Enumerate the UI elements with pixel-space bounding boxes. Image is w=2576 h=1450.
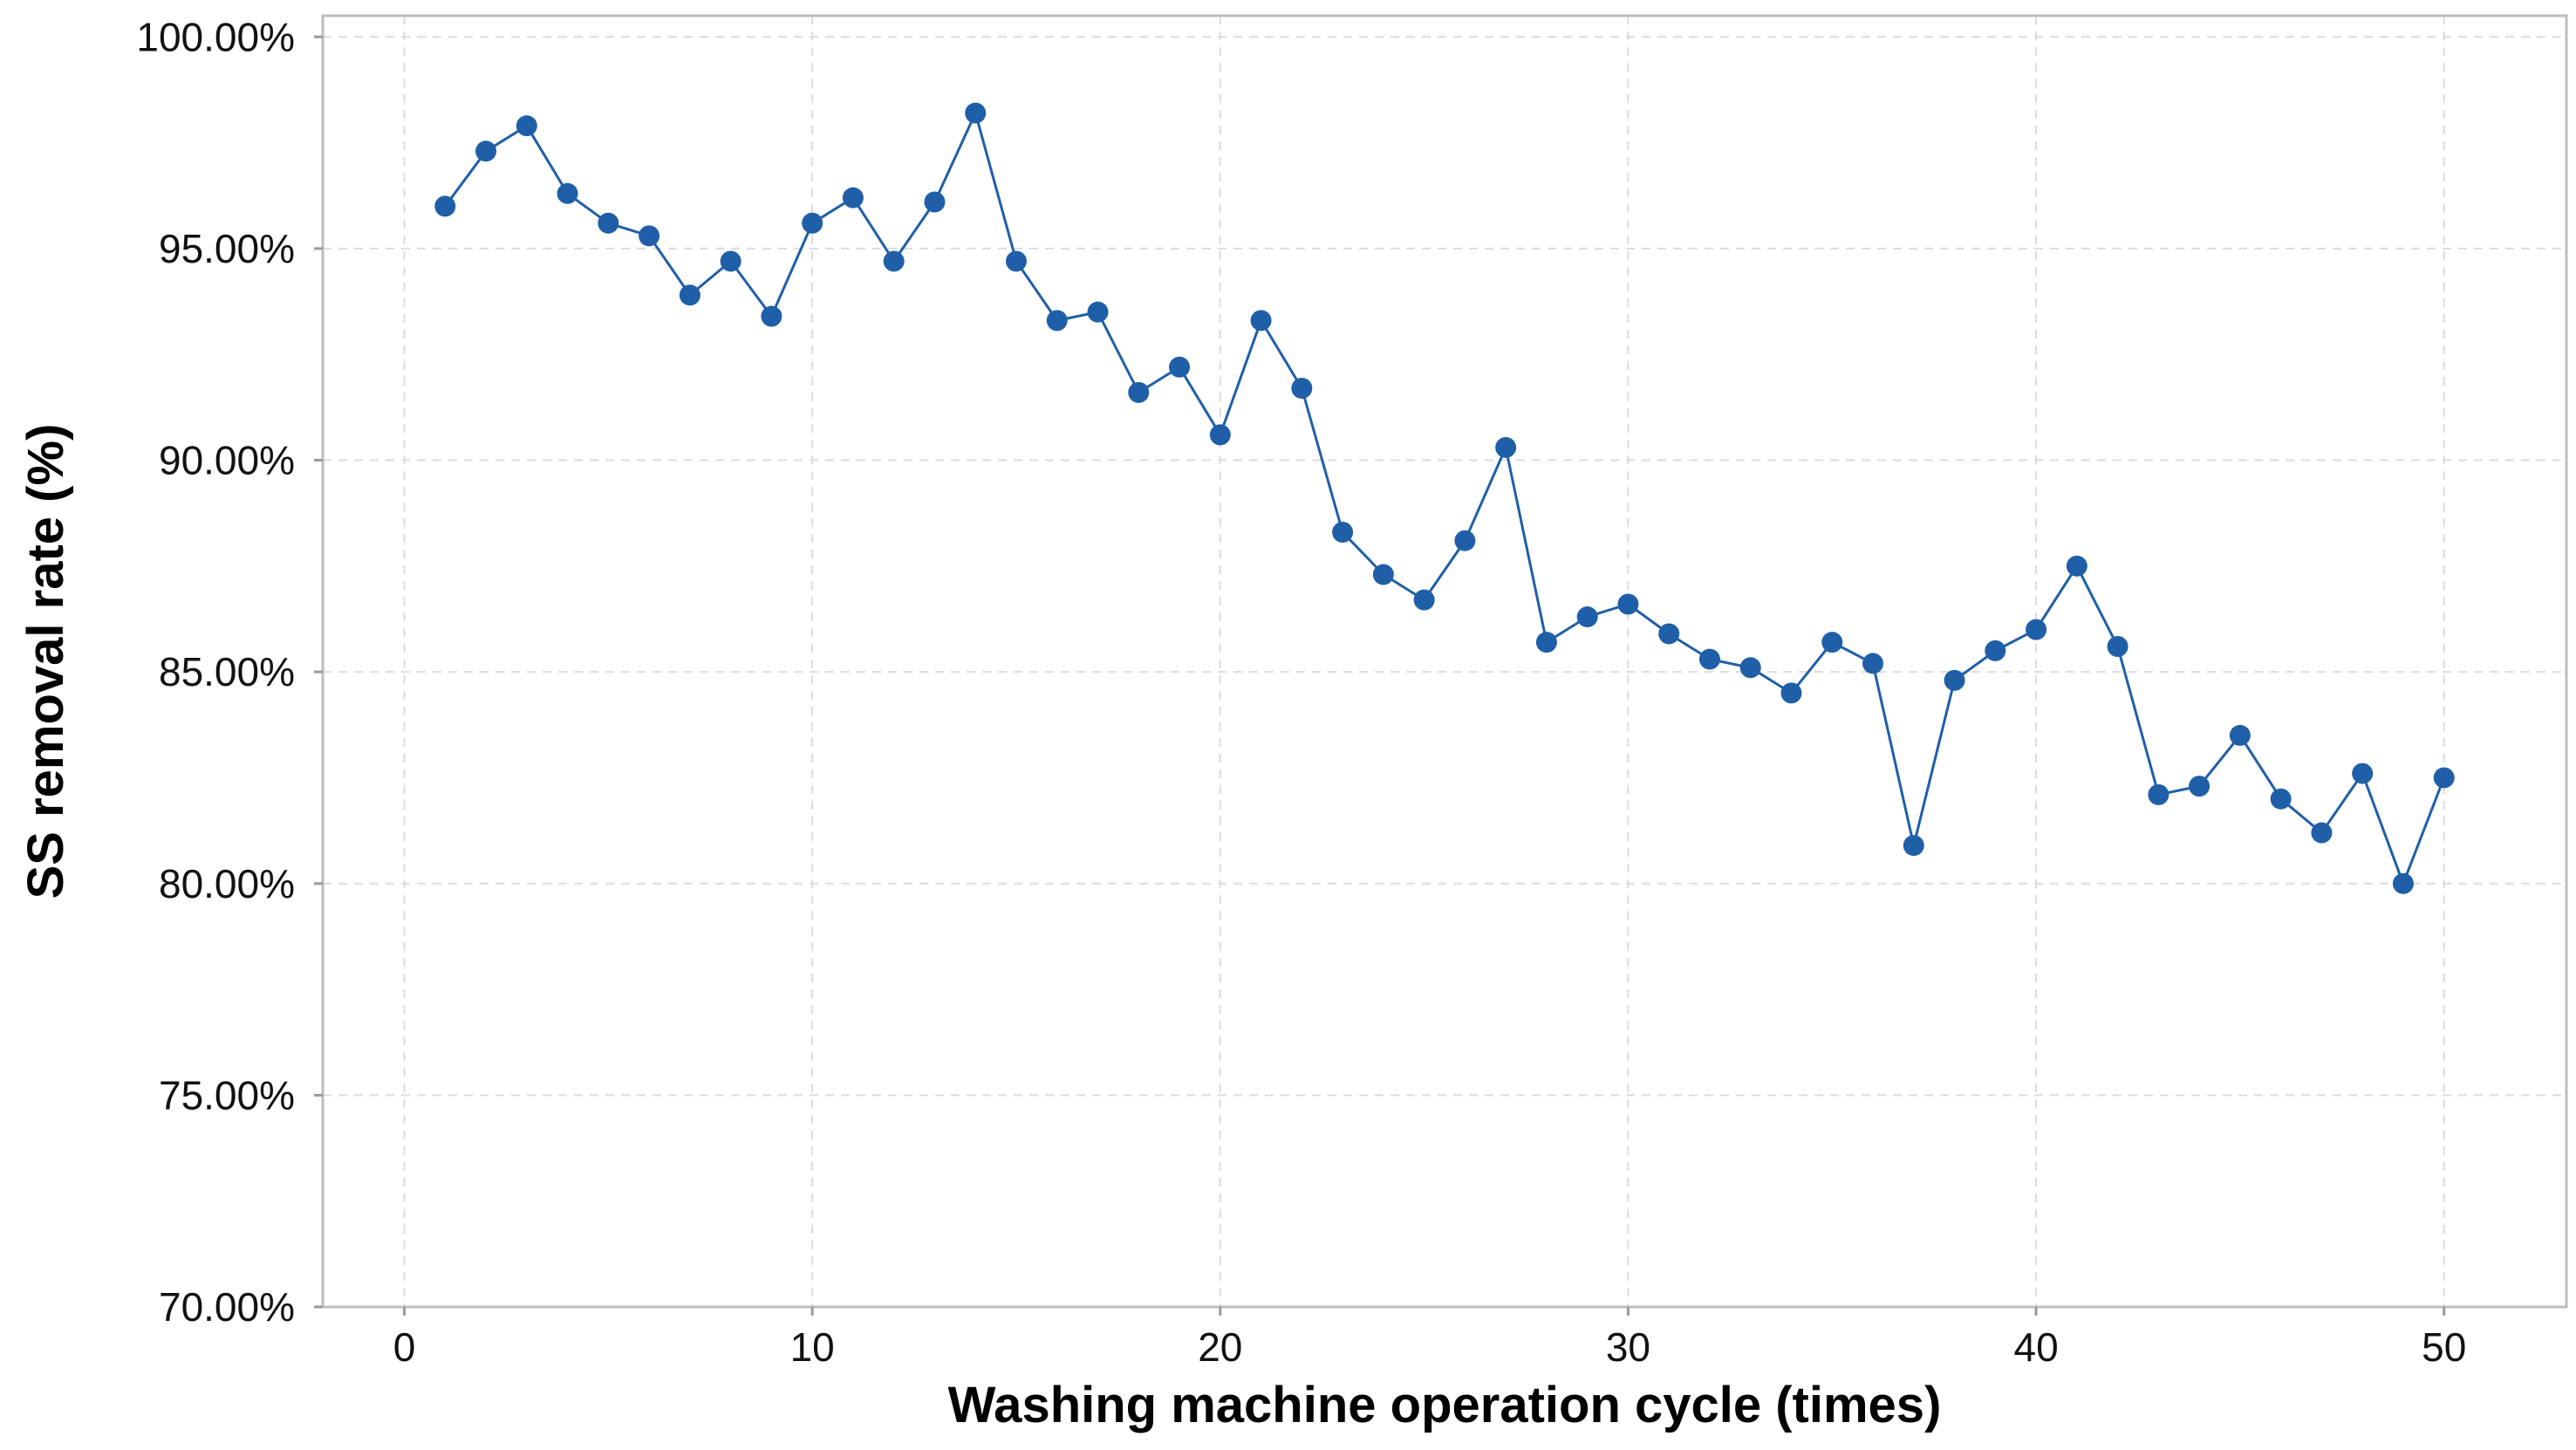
x-tick-label: 30 [1606,1324,1650,1370]
x-tick-label: 40 [2013,1324,2058,1370]
data-point [965,102,987,124]
data-point [2229,724,2251,746]
x-axis-title: Washing machine operation cycle (times) [948,1377,1942,1433]
data-point [434,195,456,217]
y-tick-label: 75.00% [159,1072,295,1118]
data-point [1087,301,1109,323]
data-point [1862,653,1884,674]
data-point [2311,822,2333,844]
series-line [444,109,2446,888]
x-tick-label: 10 [790,1324,835,1370]
x-tick-label: 0 [393,1324,416,1370]
data-point [1535,632,1557,653]
data-point [2148,783,2169,805]
y-tick-label: 90.00% [159,438,295,483]
data-point [2189,776,2210,797]
data-point [1698,648,1720,670]
data-point [2352,763,2374,784]
data-point [2026,619,2047,640]
data-point [1903,835,1924,857]
data-point [1780,682,1802,704]
data-point [1209,424,1231,446]
data-point [1658,623,1680,645]
y-tick-label: 100.00% [136,14,295,59]
data-point [1169,356,1191,378]
data-series [434,102,2455,894]
data-point [1332,522,1354,543]
data-point [842,187,864,209]
plot-frame [321,14,2568,1309]
data-point [2066,555,2087,577]
data-point [516,115,537,137]
data-point [883,250,905,272]
data-point [1128,381,1150,403]
data-point [2433,767,2455,789]
y-axis-title: SS removal rate (%) [17,424,74,899]
data-point [802,212,823,234]
y-tick-label: 95.00% [159,226,295,271]
data-point [1454,530,1476,551]
data-point [1985,640,2006,661]
grid [323,16,2566,1308]
data-point [1576,606,1598,628]
data-point [1739,657,1761,679]
data-point [1046,310,1068,332]
data-point [598,212,619,234]
data-point [1821,632,1843,653]
data-point [557,182,578,204]
data-point [1291,378,1313,400]
data-point [1372,564,1394,585]
data-point [1495,436,1517,458]
x-tick-label: 50 [2422,1324,2466,1370]
axis-ticks: 0 10 20 30 40 50 70.00% 75.00% 80.00% 85.00% 90.00… [136,14,2466,1370]
data-point [679,284,700,306]
data-point [2107,636,2128,658]
data-point [475,140,497,162]
y-tick-label: 85.00% [159,649,295,694]
data-point [2392,872,2414,894]
data-point [1005,250,1027,272]
data-point [761,305,782,327]
data-point [1413,589,1435,611]
data-point [1617,593,1639,615]
data-point [1944,669,1965,691]
data-point [639,225,660,247]
y-tick-label: 70.00% [159,1284,295,1330]
data-point [2270,788,2292,810]
data-point [924,191,946,213]
data-point [720,250,741,272]
data-point [1250,310,1272,332]
x-tick-label: 20 [1198,1324,1242,1370]
y-tick-label: 80.00% [159,861,295,906]
